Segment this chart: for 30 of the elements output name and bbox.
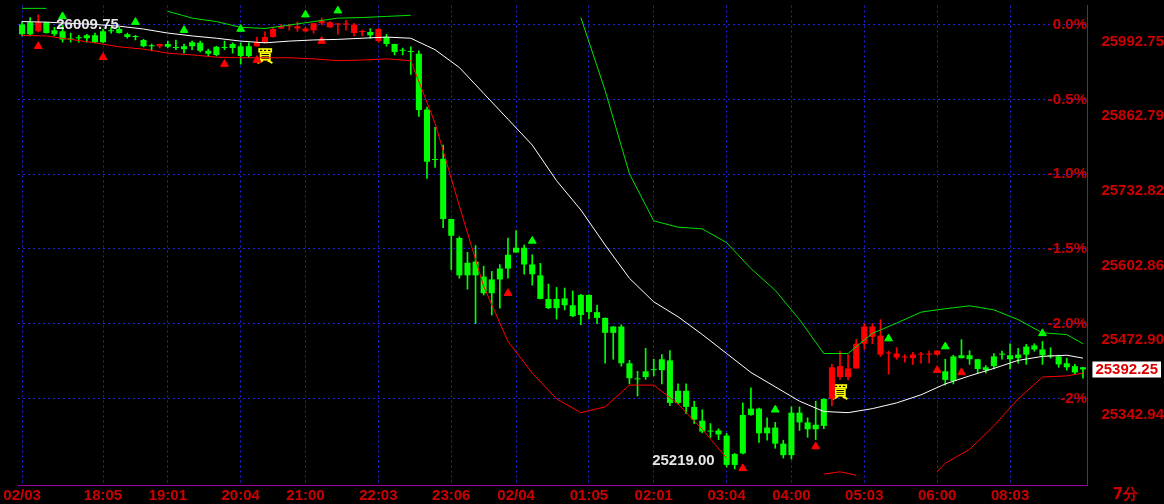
- y2-tick-label: -2.0%: [1047, 313, 1087, 331]
- x-tick-label: 21:00: [286, 486, 325, 504]
- x-tick-label: 20:04: [221, 486, 261, 504]
- x-tick-label: 03:04: [707, 486, 747, 504]
- y-tick-label: 25342.94: [1101, 404, 1164, 422]
- text: 25219.00: [652, 450, 715, 468]
- x-tick-label: 02:01: [634, 486, 673, 504]
- y-tick-label: 25732.82: [1101, 181, 1164, 198]
- x-tick-label: 01:05: [569, 486, 609, 504]
- x-tick-label: 05:03: [845, 486, 884, 504]
- x-tick-label: 22:03: [359, 486, 398, 504]
- x-tick-label: 08:03: [990, 486, 1030, 504]
- text: 25392.25: [1095, 359, 1159, 377]
- y-tick-label: 25862.79: [1101, 106, 1164, 124]
- x-tick-label: 04:00: [772, 486, 811, 504]
- y2-tick-label: -0.5%: [1047, 89, 1087, 107]
- x-axis-title: 7分: [1112, 485, 1140, 504]
- y2-tick-label: -1.5%: [1047, 239, 1087, 257]
- y-tick-label: 25602.86: [1101, 255, 1164, 273]
- x-tick-label: 18:05: [83, 486, 123, 504]
- x-tick-label: 02/03: [3, 486, 41, 504]
- y-tick-label: 25992.75: [1101, 31, 1164, 49]
- x-tick-label: 02/04: [497, 486, 536, 504]
- y2-tick-label: -1.0%: [1047, 164, 1087, 182]
- x-tick-label: 06:00: [917, 486, 957, 504]
- y2-tick-label: 0.0%: [1052, 15, 1087, 33]
- y-tick-label: 25472.90: [1101, 330, 1164, 348]
- y2-tick-label: -2%: [1060, 388, 1087, 406]
- x-tick-label: 19:01: [148, 486, 188, 504]
- x-tick-label: 23:06: [432, 486, 471, 504]
